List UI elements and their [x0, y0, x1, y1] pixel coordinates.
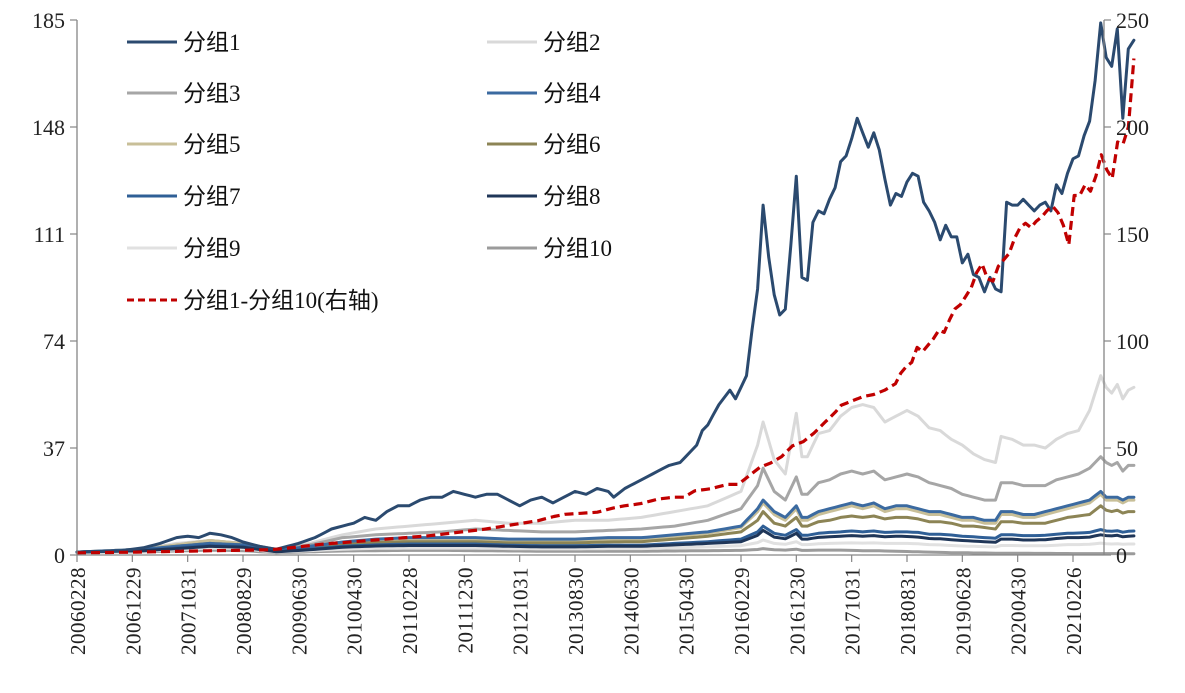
- legend: 分组1 分组2 分组3 分组4 分组5 分组6 分组7 分组8 分组9 分组10 分组1-分组10(…: [127, 30, 612, 313]
- x-tick-label: 20171031: [841, 567, 865, 655]
- y-right-tick-label: 250: [1116, 8, 1149, 33]
- y-left-tick-label: 74: [43, 329, 65, 354]
- legend-label: 分组5: [183, 132, 241, 157]
- y-left-tick-label: 111: [34, 222, 65, 247]
- legend-label: 分组8: [543, 184, 601, 209]
- legend-label: 分组4: [543, 81, 601, 106]
- series-line-1: [75, 21, 1136, 554]
- legend-item: 分组8: [487, 184, 601, 209]
- x-tick-label: 20111230: [453, 567, 477, 653]
- series-line-11: [76, 58, 1136, 555]
- x-tick-label: 20200430: [1007, 567, 1031, 655]
- axes: 0 37 74 111 148 185 0 50 100 150 200 250 20060228 200…: [32, 8, 1149, 655]
- x-tick-label: 20090630: [287, 567, 311, 655]
- x-tick-label: 20060228: [66, 567, 90, 655]
- legend-label: 分组7: [183, 184, 241, 209]
- x-tick-label: 20161230: [785, 567, 809, 655]
- x-tick-label: 20180831: [896, 567, 920, 655]
- legend-item: 分组4: [487, 81, 601, 106]
- x-tick-label: 20121031: [509, 567, 533, 655]
- legend-label: 分组1-分组10(右轴): [183, 288, 378, 313]
- x-tick-label: 20160229: [730, 567, 754, 655]
- x-tick-label: 20190628: [951, 567, 975, 655]
- x-tick-label: 20061229: [121, 567, 145, 655]
- y-left-tick-label: 185: [32, 8, 65, 33]
- y-right-tick-label: 0: [1116, 543, 1127, 568]
- y-right-tick-label: 50: [1116, 436, 1138, 461]
- legend-item: 分组2: [487, 30, 601, 55]
- legend-item: 分组7: [127, 184, 241, 209]
- x-tick-label: 20080829: [232, 567, 256, 655]
- y-right-tick-label: 100: [1116, 329, 1149, 354]
- legend-label: 分组2: [543, 30, 601, 55]
- legend-label: 分组9: [183, 236, 241, 261]
- legend-item: 分组10: [487, 236, 612, 261]
- y-right-tick-label: 150: [1116, 222, 1149, 247]
- y-left-tick-label: 148: [32, 115, 65, 140]
- legend-item: 分组1-分组10(右轴): [127, 288, 378, 313]
- legend-item: 分组5: [127, 132, 241, 157]
- legend-label: 分组3: [183, 81, 241, 106]
- legend-label: 分组1: [183, 30, 241, 55]
- plot-area: [75, 21, 1136, 556]
- x-tick-label: 20210226: [1062, 567, 1086, 655]
- x-tick-label: 20100430: [343, 567, 367, 655]
- x-tick-label: 20140630: [619, 567, 643, 655]
- legend-item: 分组1: [127, 30, 241, 55]
- y-right-tick-label: 200: [1116, 115, 1149, 140]
- legend-item: 分组6: [487, 132, 601, 157]
- x-tick-label: 20071031: [177, 567, 201, 655]
- legend-item: 分组3: [127, 81, 241, 106]
- legend-label: 分组6: [543, 132, 601, 157]
- legend-item: 分组9: [127, 236, 241, 261]
- y-left-tick-label: 37: [43, 436, 65, 461]
- y-left-tick-label: 0: [54, 543, 65, 568]
- legend-label: 分组10: [543, 236, 612, 261]
- x-tick-label: 20130830: [564, 567, 588, 655]
- x-tick-label: 20110228: [398, 567, 422, 654]
- x-tick-label: 20150430: [675, 567, 699, 655]
